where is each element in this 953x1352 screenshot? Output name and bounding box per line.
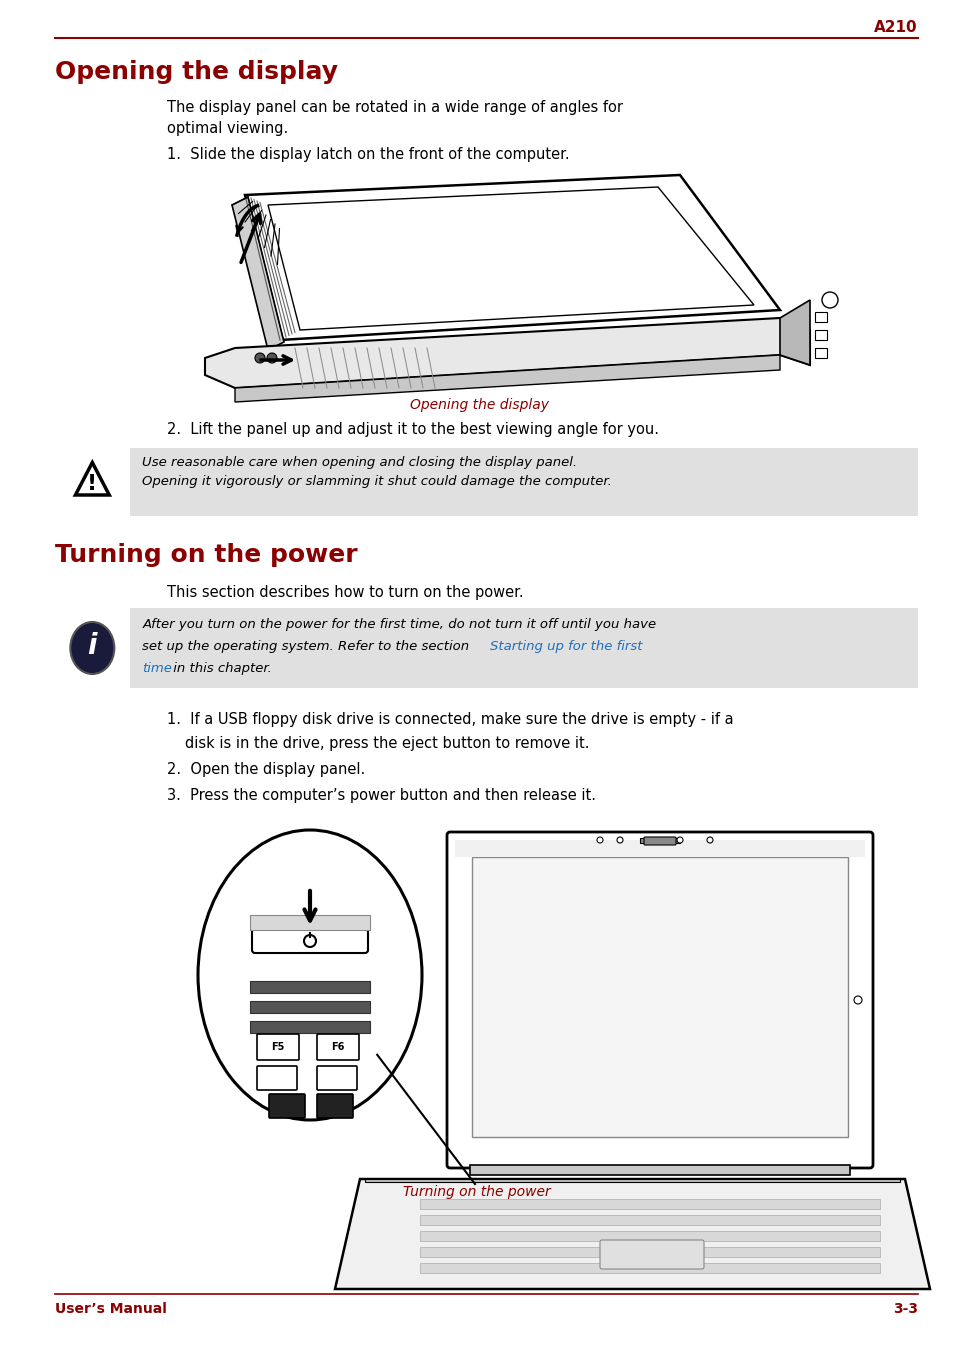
Circle shape xyxy=(597,837,602,844)
Text: 1.  If a USB floppy disk drive is connected, make sure the drive is empty - if a: 1. If a USB floppy disk drive is connect… xyxy=(167,713,733,727)
FancyBboxPatch shape xyxy=(256,1034,298,1060)
Text: User’s Manual: User’s Manual xyxy=(55,1302,167,1315)
Text: !: ! xyxy=(87,475,97,493)
Bar xyxy=(472,857,847,1137)
Ellipse shape xyxy=(198,830,421,1119)
Bar xyxy=(131,448,917,516)
Text: This section describes how to turn on the power.: This section describes how to turn on th… xyxy=(167,585,523,600)
Bar xyxy=(639,838,679,844)
Text: in this chapter.: in this chapter. xyxy=(169,662,272,675)
Text: The display panel can be rotated in a wide range of angles for
optimal viewing.: The display panel can be rotated in a wi… xyxy=(167,100,622,137)
Text: F6: F6 xyxy=(331,1042,344,1052)
Text: 1.  Slide the display latch on the front of the computer.: 1. Slide the display latch on the front … xyxy=(167,147,569,162)
Bar xyxy=(250,982,370,992)
Bar xyxy=(814,330,826,339)
Text: Turning on the power: Turning on the power xyxy=(55,544,357,566)
Polygon shape xyxy=(780,300,809,365)
FancyBboxPatch shape xyxy=(599,1240,703,1270)
FancyBboxPatch shape xyxy=(643,837,676,845)
Text: Opening the display: Opening the display xyxy=(55,59,338,84)
FancyBboxPatch shape xyxy=(316,1094,353,1118)
FancyBboxPatch shape xyxy=(316,1065,356,1090)
Bar xyxy=(131,608,917,688)
Bar xyxy=(419,1215,879,1225)
Circle shape xyxy=(706,837,712,844)
FancyBboxPatch shape xyxy=(269,1094,305,1118)
FancyBboxPatch shape xyxy=(256,1065,296,1090)
Bar xyxy=(419,1263,879,1274)
Text: F5: F5 xyxy=(271,1042,284,1052)
Polygon shape xyxy=(75,462,109,495)
Text: Starting up for the first: Starting up for the first xyxy=(490,639,642,653)
Bar xyxy=(419,1232,879,1241)
Circle shape xyxy=(821,292,837,308)
Bar xyxy=(250,915,370,930)
Text: Opening the display: Opening the display xyxy=(410,397,549,412)
FancyBboxPatch shape xyxy=(447,831,872,1168)
Text: i: i xyxy=(88,631,97,660)
Polygon shape xyxy=(234,356,780,402)
Text: After you turn on the power for the first time, do not turn it off until you hav: After you turn on the power for the firs… xyxy=(142,618,656,631)
Bar xyxy=(250,1021,370,1033)
Bar xyxy=(814,312,826,322)
Text: 2.  Open the display panel.: 2. Open the display panel. xyxy=(167,763,365,777)
Bar xyxy=(419,1199,879,1209)
Polygon shape xyxy=(335,1179,929,1288)
Text: 3.  Press the computer’s power button and then release it.: 3. Press the computer’s power button and… xyxy=(167,788,596,803)
Circle shape xyxy=(254,353,265,362)
Bar xyxy=(365,1179,899,1182)
Polygon shape xyxy=(232,197,284,350)
Polygon shape xyxy=(268,187,753,330)
Text: 2.  Lift the panel up and adjust it to the best viewing angle for you.: 2. Lift the panel up and adjust it to th… xyxy=(167,422,659,437)
Bar xyxy=(455,840,864,857)
Text: time: time xyxy=(142,662,172,675)
Text: disk is in the drive, press the eject button to remove it.: disk is in the drive, press the eject bu… xyxy=(185,735,589,750)
Text: Turning on the power: Turning on the power xyxy=(403,1184,550,1199)
Polygon shape xyxy=(205,318,809,388)
FancyBboxPatch shape xyxy=(252,929,368,953)
Text: Use reasonable care when opening and closing the display panel.
Opening it vigor: Use reasonable care when opening and clo… xyxy=(142,456,612,488)
Bar xyxy=(814,347,826,358)
Text: set up the operating system. Refer to the section: set up the operating system. Refer to th… xyxy=(142,639,474,653)
Text: A210: A210 xyxy=(873,20,917,35)
Ellipse shape xyxy=(71,622,114,675)
Circle shape xyxy=(304,936,315,946)
Circle shape xyxy=(677,837,682,844)
Bar xyxy=(419,1247,879,1257)
Polygon shape xyxy=(245,174,780,339)
FancyBboxPatch shape xyxy=(316,1034,358,1060)
Bar xyxy=(250,1000,370,1013)
Circle shape xyxy=(267,353,276,362)
Bar xyxy=(470,1165,849,1175)
Text: 3-3: 3-3 xyxy=(892,1302,917,1315)
Circle shape xyxy=(853,996,862,1005)
Circle shape xyxy=(617,837,622,844)
